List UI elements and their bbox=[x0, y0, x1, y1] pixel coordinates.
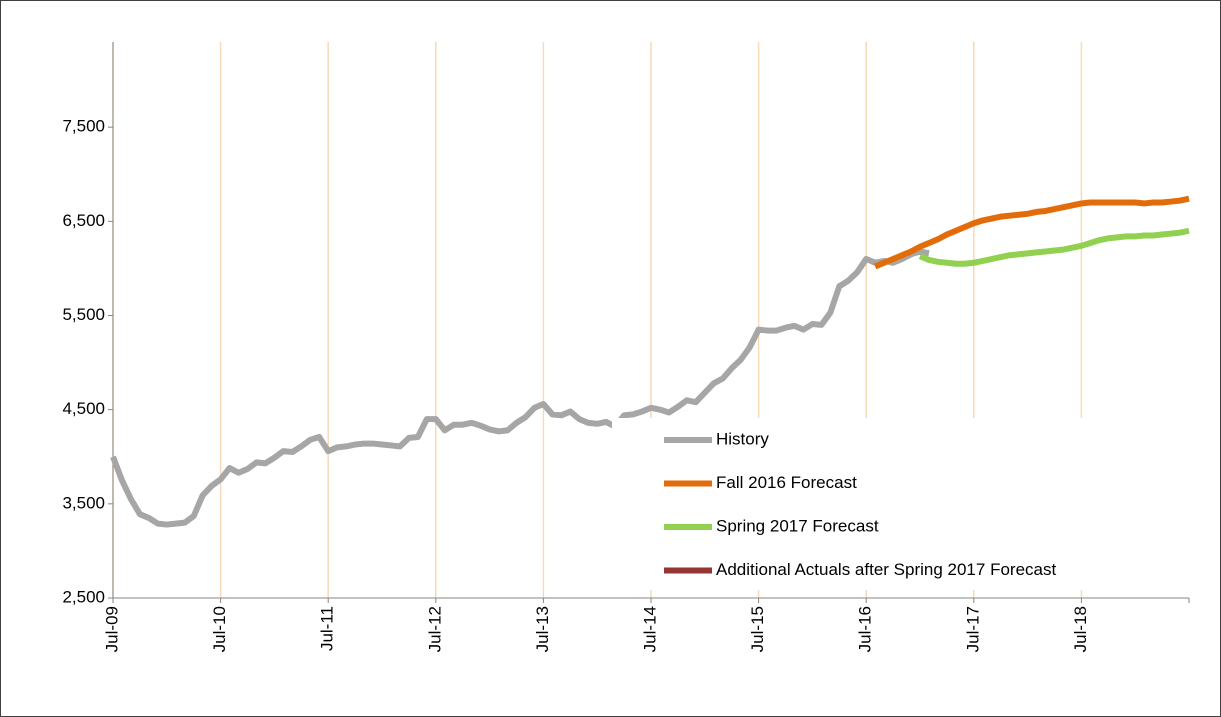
x-tick-label: Jul-16 bbox=[856, 606, 875, 652]
y-tick-label: 2,500 bbox=[62, 587, 105, 606]
y-tick-label: 3,500 bbox=[62, 493, 105, 512]
legend-label: Spring 2017 Forecast bbox=[716, 516, 879, 535]
x-tick-label: Jul-11 bbox=[318, 606, 337, 651]
y-tick-label: 4,500 bbox=[62, 399, 105, 418]
x-tick-label: Jul-09 bbox=[102, 606, 121, 652]
legend-box bbox=[612, 418, 1189, 590]
legend-label: History bbox=[716, 429, 769, 448]
series-line bbox=[110, 248, 930, 528]
series-line bbox=[874, 195, 1190, 270]
legend-label: Fall 2016 Forecast bbox=[716, 473, 857, 492]
y-tick-label: 7,500 bbox=[62, 117, 105, 136]
x-tick-label: Jul-14 bbox=[640, 606, 659, 652]
x-tick-label: Jul-15 bbox=[748, 606, 767, 652]
x-tick-label: Jul-18 bbox=[1071, 606, 1090, 652]
x-tick-label: Jul-10 bbox=[210, 606, 229, 652]
series-line bbox=[918, 227, 1190, 267]
x-tick-label: Jul-12 bbox=[425, 606, 444, 652]
x-tick-label: Jul-13 bbox=[533, 606, 552, 652]
y-tick-label: 5,500 bbox=[62, 305, 105, 324]
x-tick-label: Jul-17 bbox=[963, 606, 982, 652]
y-tick-label: 6,500 bbox=[62, 211, 105, 230]
legend-label: Additional Actuals after Spring 2017 For… bbox=[716, 560, 1056, 579]
